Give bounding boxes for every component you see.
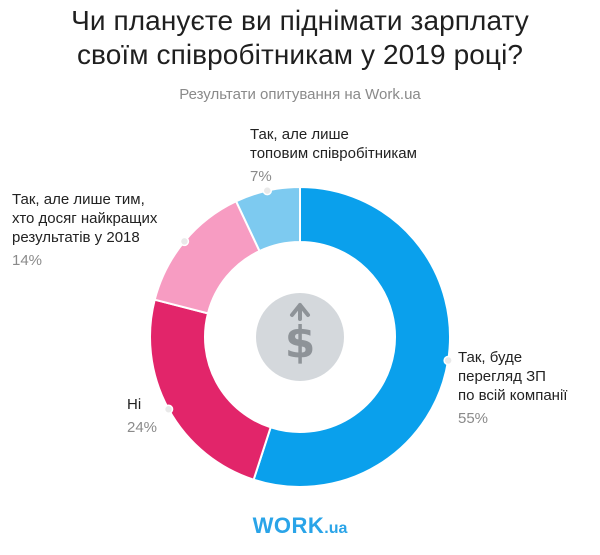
slice-label-2-line-1: Ні	[127, 396, 142, 413]
slice-label-1-line-3: по всій компанії	[458, 387, 568, 404]
chart-title-line-1: Чи плануєте ви піднімати зарплату	[71, 5, 529, 36]
slice-marker-dot-1	[443, 355, 453, 366]
chart-title-line-2: своїм співробітникам у 2019 році?	[76, 39, 524, 70]
slice-label-4-line-1: Так, але лише	[250, 126, 349, 143]
logo-suffix-text: .ua	[324, 520, 348, 537]
slice-label-3-line-1: Так, але лише тим,	[12, 191, 145, 208]
slice-label-3-line-2: хто досяг найкращих	[12, 210, 158, 227]
slice-percent-label-4: 7%	[250, 168, 272, 185]
svg-text:$: $	[285, 317, 316, 368]
work-ua-logo: WORK.ua	[0, 513, 600, 539]
slice-label-4: Так, але лише топовим співробітникам 7%	[250, 125, 417, 186]
slice-percent-label-3: 14%	[12, 252, 43, 269]
slice-label-4-line-2: топовим співробітникам	[250, 145, 417, 162]
slice-label-1-line-1: Так, буде	[458, 349, 523, 366]
slice-percent-label-2: 24%	[127, 419, 158, 436]
slice-label-3-line-3: результатів у 2018	[12, 229, 140, 246]
donut-slice-1	[252, 185, 451, 488]
donut-slice-4	[234, 185, 301, 253]
chart-subtitle: Результати опитування на Work.ua	[179, 86, 421, 103]
slice-label-3: Так, але лише тим, хто досяг найкращих рез…	[12, 190, 157, 270]
slice-marker-dot-3	[179, 236, 190, 247]
slice-marker-dot-4	[262, 185, 273, 196]
chart-title: Чи плануєте ви піднімати зарплату своїм …	[0, 4, 600, 72]
slice-percent-label-1: 55%	[458, 410, 489, 427]
slice-label-1: Так, буде перегляд ЗП по всій компанії 55%	[458, 348, 567, 428]
slice-label-2: Ні 24%	[127, 395, 157, 437]
dollar-up-arrow-icon: $	[256, 293, 344, 381]
slice-marker-dot-2	[163, 404, 174, 415]
donut-slice-2	[149, 298, 272, 481]
slice-label-1-line-2: перегляд ЗП	[458, 368, 546, 385]
logo-main-text: WORK	[252, 513, 325, 538]
